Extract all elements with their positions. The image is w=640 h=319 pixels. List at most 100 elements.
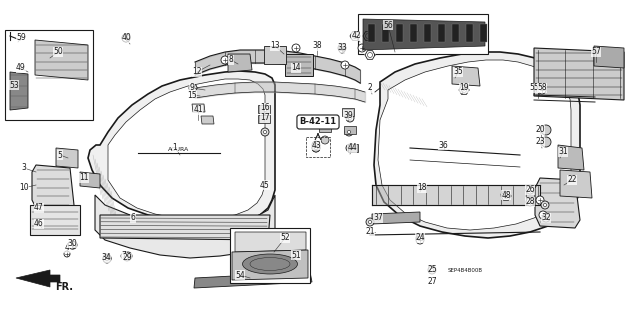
- Circle shape: [543, 204, 547, 207]
- Bar: [438, 24, 445, 42]
- Text: FR.: FR.: [55, 282, 73, 292]
- Text: 55: 55: [529, 84, 539, 93]
- Polygon shape: [232, 250, 308, 280]
- Bar: [285, 54, 313, 76]
- Circle shape: [125, 256, 129, 259]
- Text: 56: 56: [383, 20, 393, 29]
- Circle shape: [346, 144, 354, 152]
- Text: 11: 11: [79, 174, 89, 182]
- Text: 4: 4: [65, 243, 69, 253]
- Text: 27: 27: [427, 278, 437, 286]
- Circle shape: [340, 46, 344, 49]
- Polygon shape: [372, 212, 420, 224]
- Bar: [466, 24, 473, 42]
- Bar: [319, 124, 331, 132]
- Text: 3: 3: [22, 164, 26, 173]
- Text: 33: 33: [337, 43, 347, 53]
- Polygon shape: [100, 215, 270, 240]
- Polygon shape: [80, 172, 100, 188]
- Text: 17: 17: [260, 114, 270, 122]
- Circle shape: [314, 146, 317, 150]
- Circle shape: [106, 257, 109, 261]
- Text: 24: 24: [415, 234, 425, 242]
- Bar: [30, 205, 80, 235]
- Polygon shape: [535, 178, 580, 228]
- Text: 40: 40: [121, 33, 131, 42]
- Circle shape: [541, 125, 551, 135]
- Circle shape: [122, 34, 130, 42]
- Text: 13: 13: [270, 41, 280, 50]
- Polygon shape: [235, 232, 306, 252]
- Text: 20: 20: [535, 125, 545, 135]
- Bar: [258, 115, 270, 123]
- Circle shape: [264, 108, 267, 112]
- Circle shape: [312, 144, 320, 152]
- Circle shape: [416, 234, 424, 242]
- Text: 44: 44: [347, 144, 357, 152]
- Text: 35: 35: [453, 68, 463, 77]
- Circle shape: [292, 44, 300, 52]
- Circle shape: [121, 253, 127, 259]
- Circle shape: [103, 255, 111, 263]
- Circle shape: [358, 44, 366, 52]
- Polygon shape: [378, 60, 571, 230]
- Bar: [424, 24, 431, 42]
- Circle shape: [526, 186, 534, 194]
- Circle shape: [312, 141, 320, 149]
- Text: 8: 8: [228, 56, 234, 64]
- Text: SEP4B4B00B: SEP4B4B00B: [448, 268, 483, 272]
- Polygon shape: [501, 192, 511, 200]
- Ellipse shape: [243, 254, 298, 274]
- Text: 57: 57: [591, 48, 601, 56]
- Text: 34: 34: [101, 254, 111, 263]
- Circle shape: [264, 130, 267, 134]
- Polygon shape: [558, 145, 584, 170]
- Circle shape: [369, 220, 372, 224]
- Text: 7: 7: [122, 250, 127, 259]
- Polygon shape: [594, 46, 624, 68]
- Text: 53: 53: [9, 80, 19, 90]
- Circle shape: [460, 84, 468, 92]
- Circle shape: [338, 44, 346, 52]
- Circle shape: [69, 241, 77, 249]
- Circle shape: [539, 211, 547, 219]
- Circle shape: [344, 110, 352, 118]
- Circle shape: [189, 84, 197, 92]
- Bar: [306, 137, 330, 157]
- Polygon shape: [228, 54, 252, 72]
- Bar: [342, 108, 354, 116]
- Bar: [358, 14, 488, 54]
- Bar: [264, 46, 286, 64]
- Text: 5: 5: [58, 151, 63, 160]
- Circle shape: [348, 130, 351, 134]
- Circle shape: [339, 47, 345, 53]
- Text: 29: 29: [122, 254, 132, 263]
- Text: 49: 49: [16, 63, 26, 72]
- Bar: [452, 24, 459, 42]
- Circle shape: [261, 128, 269, 136]
- Text: 58: 58: [537, 84, 547, 93]
- Polygon shape: [534, 48, 624, 100]
- Circle shape: [348, 144, 356, 152]
- Circle shape: [124, 252, 132, 260]
- Polygon shape: [192, 104, 205, 112]
- Circle shape: [221, 56, 229, 64]
- Circle shape: [103, 254, 111, 262]
- Text: 32: 32: [541, 213, 551, 222]
- Text: 12: 12: [192, 68, 202, 77]
- Text: 43: 43: [311, 140, 321, 150]
- Text: 9: 9: [189, 84, 195, 93]
- Text: 46: 46: [34, 219, 44, 228]
- Polygon shape: [35, 40, 88, 80]
- Text: 38: 38: [312, 41, 322, 50]
- Text: 50: 50: [53, 48, 63, 56]
- Circle shape: [68, 241, 76, 249]
- Text: 36: 36: [438, 140, 448, 150]
- Polygon shape: [108, 79, 265, 219]
- Text: 28: 28: [525, 197, 535, 206]
- Text: ACURA: ACURA: [168, 147, 189, 152]
- Circle shape: [366, 218, 374, 226]
- Circle shape: [64, 251, 70, 257]
- Polygon shape: [56, 148, 78, 168]
- Circle shape: [261, 106, 269, 114]
